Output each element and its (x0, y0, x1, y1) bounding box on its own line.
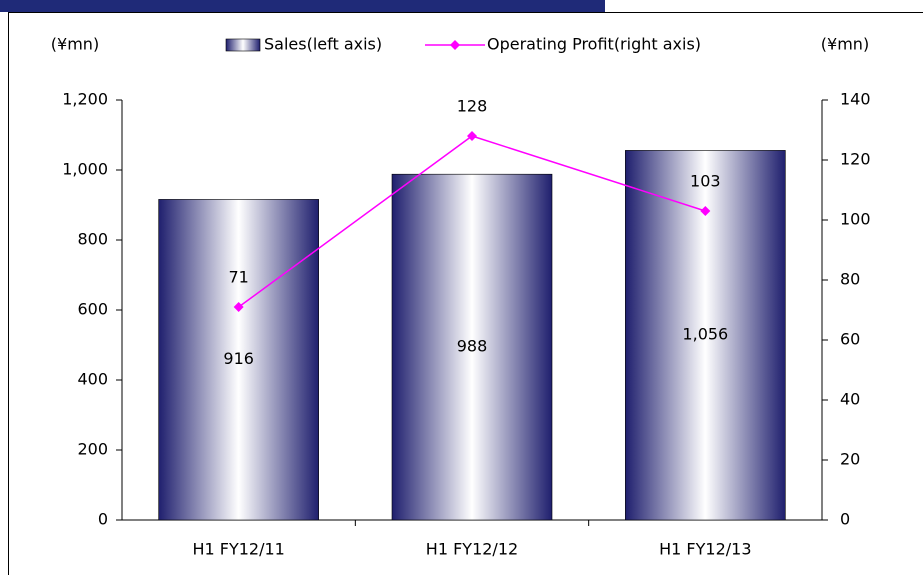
y-tick-label: 0 (98, 510, 108, 529)
legend-swatch (225, 38, 261, 52)
line-value-label: 103 (690, 172, 721, 191)
y2-tick-label: 120 (840, 150, 871, 169)
y2-tick-label: 80 (840, 270, 860, 289)
y2-axis-label: (¥mn) (821, 35, 869, 54)
y-tick-label: 200 (77, 440, 108, 459)
line-marker (700, 206, 711, 216)
y2-tick-label: 60 (840, 330, 860, 349)
y2-tick-label: 40 (840, 390, 860, 409)
legend-label: Operating Profit(right axis) (487, 35, 701, 54)
line-value-label: 71 (228, 268, 248, 287)
y-tick-label: 1,200 (62, 90, 108, 109)
frame (8, 12, 923, 575)
bar-value-label: 916 (223, 349, 254, 368)
y2-tick-label: 140 (840, 90, 871, 109)
y2-tick-label: 20 (840, 450, 860, 469)
y-tick-label: 600 (77, 300, 108, 319)
x-tick-label: H1 FY12/11 (192, 540, 284, 559)
line-marker (233, 302, 244, 312)
bar-value-label: 1,056 (682, 325, 728, 344)
legend-marker (450, 40, 460, 50)
y-tick-label: 400 (77, 370, 108, 389)
y2-tick-label: 0 (840, 510, 850, 529)
x-tick-label: H1 FY12/12 (426, 540, 518, 559)
bar (391, 173, 553, 521)
y2-tick-label: 100 (840, 210, 871, 229)
y-tick-label: 800 (77, 230, 108, 249)
header-band (0, 0, 605, 12)
bar (158, 199, 319, 521)
y-axis-label: (¥mn) (51, 35, 99, 54)
bar-value-label: 988 (457, 337, 488, 356)
y-tick-label: 1,000 (62, 160, 108, 179)
line-marker (467, 131, 477, 141)
line-value-label: 128 (457, 97, 488, 116)
x-tick-label: H1 FY12/13 (659, 540, 751, 559)
legend-label: Sales(left axis) (264, 35, 382, 54)
